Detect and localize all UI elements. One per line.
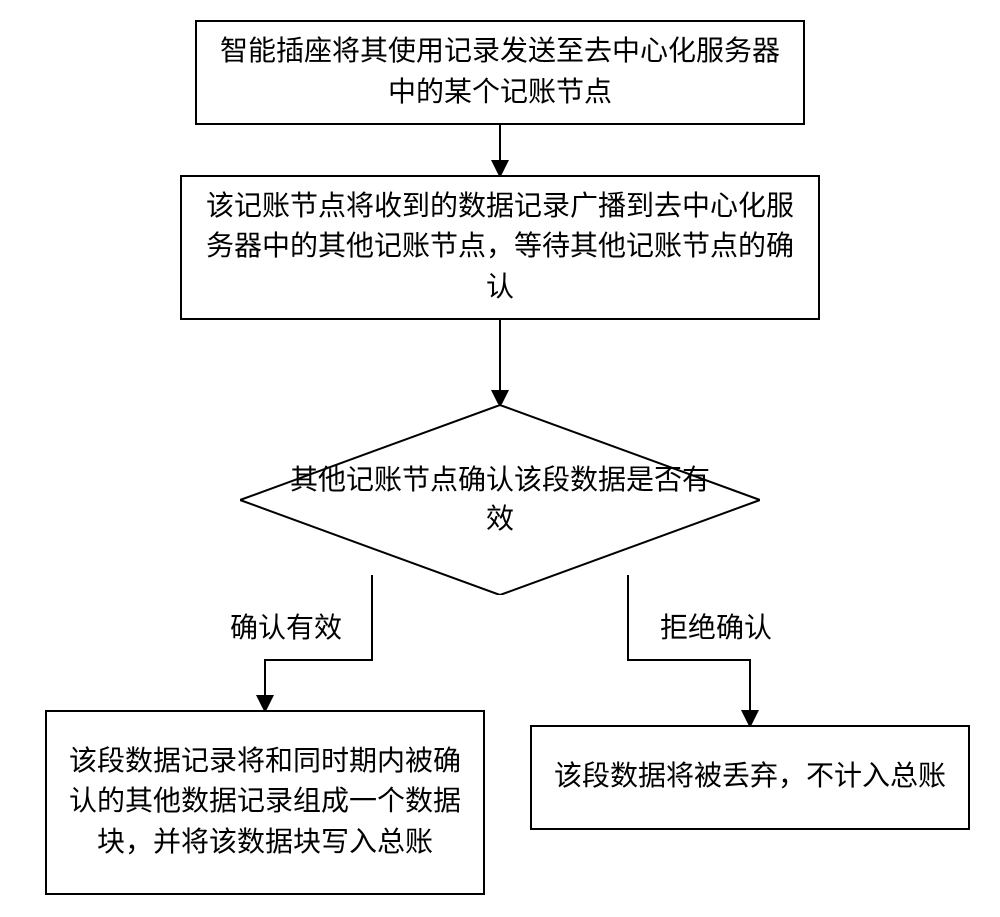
flow-node-valid: 该段数据记录将和同时期内被确认的其他数据记录组成一个数据块，并将该数据块写入总账 xyxy=(45,710,485,895)
node-text: 该段数据将被丢弃，不计入总账 xyxy=(554,757,946,798)
flow-node-start: 智能插座将其使用记录发送至去中心化服务器中的某个记账节点 xyxy=(195,20,805,125)
node-text: 该记账节点将收到的数据记录广播到去中心化服务器中的其他记账节点，等待其他记账节点… xyxy=(194,187,806,309)
flow-node-reject: 该段数据将被丢弃，不计入总账 xyxy=(530,725,970,830)
flowchart-canvas: 智能插座将其使用记录发送至去中心化服务器中的某个记账节点 该记账节点将收到的数据… xyxy=(0,0,1000,917)
node-text: 智能插座将其使用记录发送至去中心化服务器中的某个记账节点 xyxy=(209,32,791,113)
node-text: 该段数据记录将和同时期内被确认的其他数据记录组成一个数据块，并将该数据块写入总账 xyxy=(59,742,471,864)
edge-label-reject: 拒绝确认 xyxy=(660,612,772,646)
edge-label-valid: 确认有效 xyxy=(230,612,342,646)
flow-node-broadcast: 该记账节点将收到的数据记录广播到去中心化服务器中的其他记账节点，等待其他记账节点… xyxy=(180,175,820,320)
edge-label-text: 拒绝确认 xyxy=(660,613,772,644)
edge-label-text: 确认有效 xyxy=(230,613,342,644)
flow-node-decision: 其他记账节点确认该段数据是否有效 xyxy=(240,405,760,595)
node-text: 其他记账节点确认该段数据是否有效 xyxy=(290,461,710,539)
